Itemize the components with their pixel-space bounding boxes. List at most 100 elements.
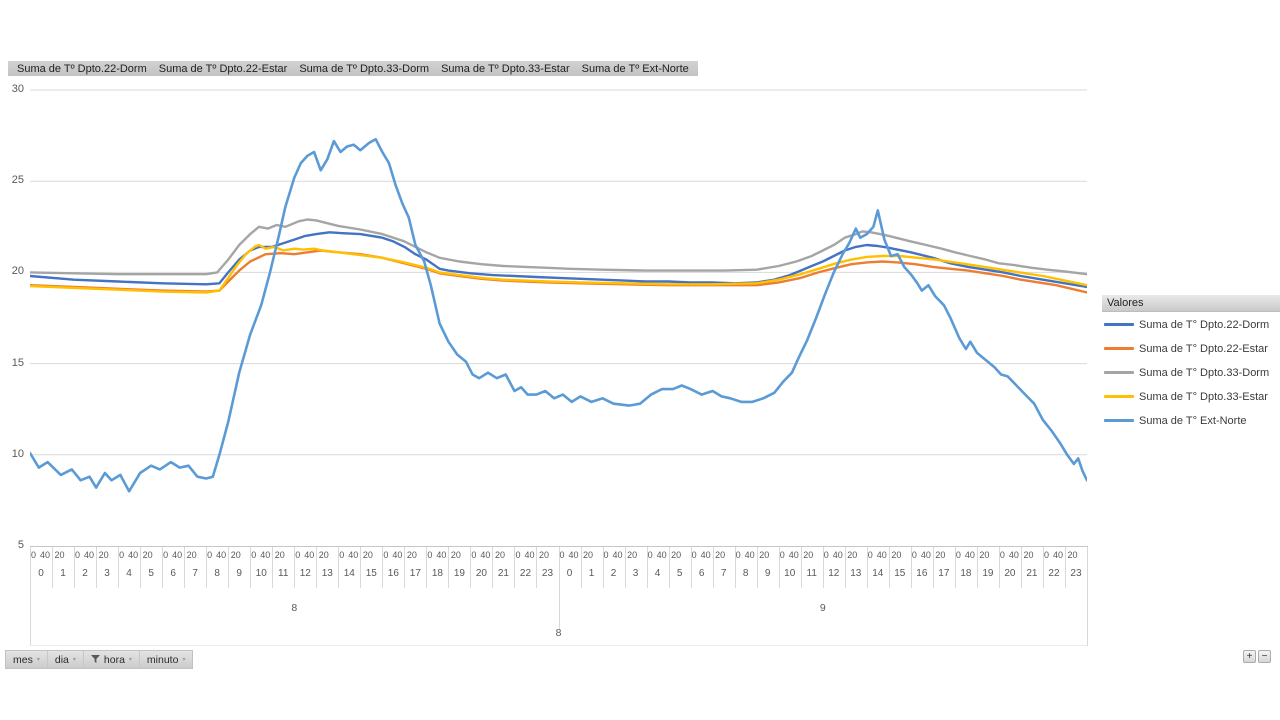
x-axis-minute-label: 40 — [172, 550, 183, 560]
x-axis-minute-label: 20 — [362, 550, 373, 560]
legend-item: Suma de T° Dpto.22-Dorm — [1102, 313, 1280, 336]
x-axis-minute-label: 0 — [383, 550, 389, 560]
x-axis-minute-label: 20 — [186, 550, 197, 560]
axis-divider — [1087, 547, 1088, 646]
chart-bottom-border — [30, 645, 1087, 646]
x-axis-hour-label: 23 — [1070, 568, 1082, 579]
axis-divider — [581, 547, 582, 588]
x-axis-minute-label: 20 — [142, 550, 153, 560]
field-button-label: hora — [103, 653, 125, 666]
dropdown-arrow-icon[interactable]: ▾ — [36, 656, 40, 663]
x-axis-minute-label: 0 — [339, 550, 345, 560]
axis-divider — [30, 547, 31, 646]
x-axis-minute-label: 0 — [515, 550, 521, 560]
x-axis-hour-label: 15 — [365, 568, 377, 579]
axis-divider — [360, 547, 361, 588]
dropdown-arrow-icon[interactable]: ▾ — [182, 656, 186, 663]
axis-divider — [889, 547, 890, 588]
x-axis-day-label: 9 — [819, 602, 826, 614]
axis-divider — [845, 547, 846, 588]
x-axis-minute-label: 20 — [450, 550, 461, 560]
x-axis-minute-label: 40 — [436, 550, 447, 560]
x-axis-hour-label: 12 — [299, 568, 311, 579]
axis-divider — [867, 547, 868, 588]
x-axis-minute-label: 40 — [876, 550, 887, 560]
axis-divider — [294, 547, 295, 588]
axis-divider — [470, 547, 471, 588]
x-axis-minute-label: 40 — [480, 550, 491, 560]
legend-item-label: Suma de T° Ext-Norte — [1139, 414, 1247, 427]
values-field-button[interactable]: Suma de Tº Dpto.22-Dorm — [17, 62, 147, 75]
axis-field-buttons-bar[interactable]: mes ▾ dia ▾ hora ▾ minuto ▾ — [5, 650, 194, 669]
x-axis-hour-label: 11 — [278, 568, 289, 579]
field-button-mes[interactable]: mes ▾ — [6, 651, 48, 668]
dropdown-arrow-icon[interactable]: ▾ — [72, 656, 76, 663]
axis-divider — [184, 547, 185, 588]
x-axis-minute-label: 20 — [715, 550, 726, 560]
field-button-hora[interactable]: hora ▾ — [84, 651, 140, 668]
values-field-button[interactable]: Suma de Tº Ext-Norte — [581, 62, 689, 75]
series-line[interactable] — [30, 137, 1087, 493]
x-axis-minute-label: 20 — [759, 550, 770, 560]
axis-divider — [559, 547, 560, 629]
axis-divider — [338, 547, 339, 588]
x-axis-minute-label: 0 — [31, 550, 37, 560]
x-axis-hour-label: 4 — [126, 568, 132, 579]
x-axis-minute-label: 20 — [935, 550, 946, 560]
expand-plus-button[interactable]: + — [1243, 650, 1256, 663]
axis-divider — [426, 547, 427, 588]
x-axis-hour-label: 10 — [255, 568, 267, 579]
x-axis-minute-label: 20 — [583, 550, 594, 560]
x-axis-minute-label: 0 — [427, 550, 433, 560]
x-axis-hour-label: 21 — [1026, 568, 1038, 579]
axis-divider — [911, 547, 912, 588]
legend-item: Suma de T° Dpto.33-Estar — [1102, 385, 1280, 408]
x-axis-hour-label: 4 — [654, 568, 661, 579]
x-axis-minute-label: 20 — [54, 550, 65, 560]
axis-divider — [96, 547, 97, 588]
legend-item: Suma de T° Dpto.22-Estar — [1102, 337, 1280, 360]
x-axis-hour-label: 11 — [806, 568, 817, 579]
values-field-button[interactable]: Suma de Tº Dpto.33-Estar — [441, 62, 570, 75]
x-axis-minute-label: 0 — [823, 550, 829, 560]
x-axis-minute-label: 20 — [98, 550, 109, 560]
x-axis-minute-label: 0 — [779, 550, 785, 560]
axis-divider — [779, 547, 780, 588]
x-axis-hour-label: 22 — [1048, 568, 1060, 579]
axis-divider — [801, 547, 802, 588]
x-axis-minute-label: 40 — [392, 550, 403, 560]
x-axis-hour-label: 13 — [321, 568, 333, 579]
chart-plot-area — [30, 89, 1087, 493]
x-axis-hour-label: 20 — [1004, 568, 1016, 579]
x-axis-minute-label: 40 — [40, 550, 51, 560]
axis-divider — [735, 547, 736, 588]
y-axis-tick-label: 5 — [17, 539, 24, 551]
x-axis-minute-label: 20 — [274, 550, 285, 560]
legend-values-field-button[interactable]: Valores — [1102, 295, 1280, 312]
series-line[interactable] — [30, 218, 1087, 276]
x-axis-hour-label: 10 — [784, 568, 796, 579]
x-axis-minute-label: 0 — [295, 550, 301, 560]
axis-divider — [647, 547, 648, 588]
field-button-dia[interactable]: dia ▾ — [48, 651, 84, 668]
dropdown-arrow-icon[interactable]: ▾ — [128, 656, 132, 663]
x-axis-hour-label: 19 — [453, 568, 465, 579]
values-field-button[interactable]: Suma de Tº Dpto.33-Dorm — [299, 62, 430, 75]
x-axis-minute-label: 40 — [744, 550, 755, 560]
x-axis-hour-label: 21 — [497, 568, 509, 579]
x-axis-minute-label: 0 — [647, 550, 653, 560]
collapse-minus-button[interactable]: − — [1258, 650, 1271, 663]
x-axis-month-label: 8 — [555, 627, 562, 639]
x-axis-minute-label: 0 — [691, 550, 697, 560]
values-field-button[interactable]: Suma de Tº Dpto.22-Estar — [158, 62, 288, 75]
x-axis-minute-label: 40 — [920, 550, 931, 560]
field-button-minuto[interactable]: minuto ▾ — [140, 651, 193, 668]
x-axis-minute-label: 40 — [700, 550, 711, 560]
field-button-label: minuto — [146, 653, 179, 666]
axis-divider — [250, 547, 251, 588]
x-axis-minute-label: 0 — [471, 550, 477, 560]
values-field-buttons-bar[interactable]: Suma de Tº Dpto.22-Dorm Suma de Tº Dpto.2… — [8, 61, 698, 76]
x-axis-hour-label: 0 — [566, 568, 573, 579]
series-line[interactable] — [30, 243, 1087, 294]
x-axis-minute-label: 40 — [568, 550, 579, 560]
